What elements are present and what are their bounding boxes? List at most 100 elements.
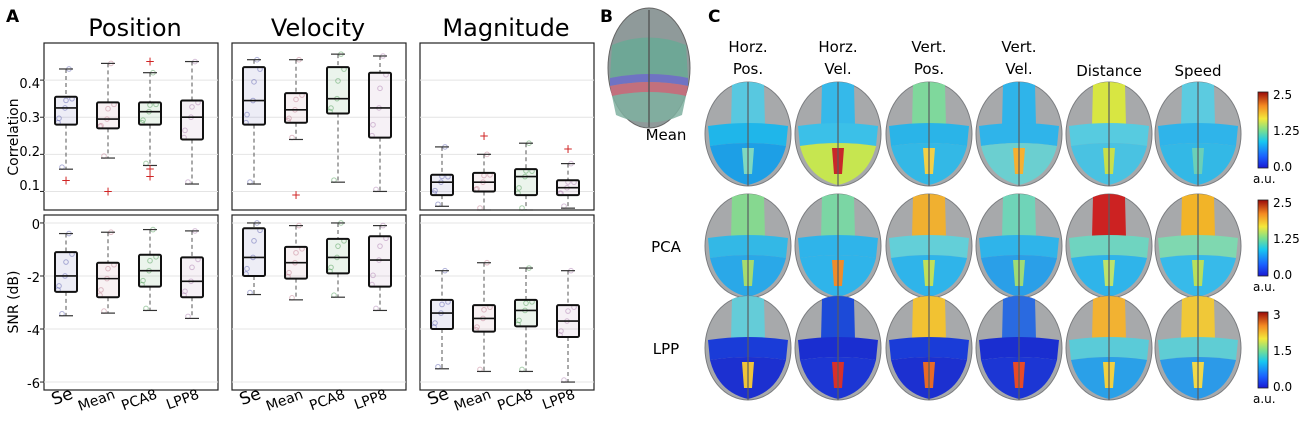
row-label: LPP [653,340,679,358]
plot-frame-magnitude-corr [419,42,595,211]
xticks: Se Mean PCA8 LPP8 Se Mean PCA8 LPP8 Se Mean PCA8 LP… [49,384,577,415]
data-point [335,78,341,84]
xtick-label: Se [49,384,76,410]
brain-map [1065,81,1153,187]
box-lpp8: + [556,142,580,209]
ytick-corr-3: 0.4 [19,77,40,92]
box-mean [96,229,120,314]
data-point [370,121,376,128]
ytick-snr-2: -2 [27,271,40,286]
ytick-snr-0: -6 [27,377,40,392]
brain-map [885,81,973,187]
colorbar-tick: 2.5 [1273,196,1292,210]
outlier-marker: + [145,162,155,176]
colorbar-tick: 0.0 [1273,160,1292,174]
xtick-label: Mean [76,387,117,415]
data-point [56,115,62,122]
outlier-marker: + [479,129,489,143]
column-title: Horz. [728,38,767,56]
colorbar-tick: 1.5 [1273,344,1292,358]
box-body [514,168,538,197]
data-point [474,324,480,330]
data-point [516,317,522,324]
data-point [432,320,438,326]
box-pca8 [138,226,162,312]
brain-map [1065,295,1153,401]
data-point [244,111,250,118]
box-pca8 [514,140,538,211]
xtick-label: PCA8 [495,387,535,415]
plot-frame-position-corr [43,42,219,211]
data-point [140,117,146,123]
outlier-marker: + [61,173,71,187]
box-lpp8 [368,222,392,312]
ytick-snr-3: 0 [32,218,40,233]
box-se [430,144,454,208]
panel-label-c: C [708,7,720,27]
data-point [328,264,334,271]
brain-map [1154,81,1242,187]
xtick-label: Se [237,384,264,410]
xtick-label: PCA8 [307,387,347,415]
colorbar-tick: 0.0 [1273,268,1292,282]
data-point [565,308,571,314]
brain-map [975,81,1063,187]
data-point [432,187,438,194]
column-title: Pos. [733,60,763,78]
data-point [286,115,292,122]
box-lpp8 [180,58,204,185]
data-point [105,265,111,272]
data-point [293,249,299,256]
box-pca8 [326,220,350,298]
plot-frame-velocity-snr [231,214,407,391]
colorbar-tick: 1.25 [1273,124,1300,138]
data-point [328,105,334,111]
colorbar: 2.5 1.25 0.0a.u. [1253,88,1300,186]
data-point [286,269,292,276]
data-point [140,277,146,284]
data-point [189,104,195,110]
box-body [284,92,308,124]
column-title: Vert. [911,38,946,56]
data-point [63,259,69,265]
data-point [523,300,529,306]
brain-map [1154,295,1242,401]
brain-maps-c: Horz. Pos. Horz. Vel. Vert. Pos. Vert. Vel. Dist… [646,38,1300,406]
box-se [54,230,78,317]
column-title: Distance [1076,62,1142,80]
column-title: Vel. [1005,60,1032,78]
data-point [377,85,383,92]
ytick-corr-1: 0.2 [19,145,40,160]
box-body [242,66,266,126]
title-magnitude: Magnitude [442,14,569,42]
data-point [370,272,376,279]
column-title: Vel. [824,60,851,78]
box-body [54,95,78,126]
box-lpp8 [556,267,580,383]
xtick-label: LPP8 [164,387,201,414]
row-label: PCA [651,238,682,256]
colorbar: 2.5 1.25 0.0a.u. [1253,196,1300,294]
box-lpp8 [180,228,204,320]
yticks-snr: -6 -4 -2 0 [27,218,40,392]
colorbar-unit: a.u. [1253,172,1276,186]
colorbar-tick: 0.0 [1273,380,1292,394]
box-pca8 [514,265,538,373]
data-point [251,238,257,244]
data-point [558,328,564,334]
data-point [63,97,69,104]
box-body [368,235,392,288]
outlier-marker: + [291,188,301,202]
data-point [377,243,383,249]
data-point [182,288,188,295]
data-point [335,243,341,249]
xtick-label: Mean [264,387,305,415]
box-body [326,66,350,115]
box-se [242,220,266,296]
colorbar-tick: 1.25 [1273,232,1300,246]
data-point [516,185,522,191]
colorbar-tick: 2.5 [1273,88,1292,102]
ylabel-snr: SNR (dB) [6,271,22,334]
data-point [481,306,487,313]
